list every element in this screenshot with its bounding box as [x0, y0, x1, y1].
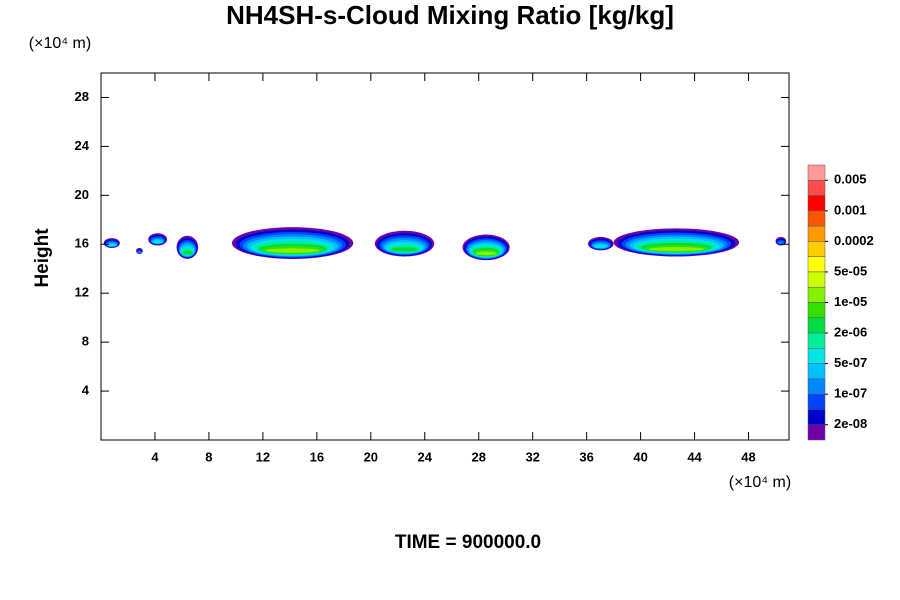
colorbar-box: [807, 332, 826, 349]
x-tick-label: 36: [579, 449, 593, 464]
x-tick-label: 8: [205, 449, 212, 464]
colorbar-box: [807, 210, 826, 227]
y-tick-label: 20: [75, 187, 89, 202]
colorbar-label: 1e-07: [834, 386, 867, 401]
x-unit-label: (×10⁴ m): [729, 474, 791, 491]
cloud-band: [182, 250, 193, 255]
colorbar-label: 0.0002: [834, 233, 874, 248]
y-tick-label: 12: [75, 285, 89, 300]
colorbar-box: [807, 378, 826, 395]
x-tick-label: 12: [256, 449, 270, 464]
x-tick-label: 44: [687, 449, 702, 464]
colorbar-box: [807, 409, 826, 425]
cloud-band: [152, 240, 163, 244]
x-tick-label: 24: [418, 449, 433, 464]
colorbar-box: [807, 256, 826, 273]
y-tick-label: 16: [75, 236, 89, 251]
colorbar-label: 2e-08: [834, 416, 867, 431]
footer: TIME = 900000.0: [395, 532, 541, 553]
x-tick-label: 20: [364, 449, 378, 464]
colorbar-box: [807, 317, 826, 334]
cloud-band: [648, 247, 705, 252]
cloud-band: [777, 241, 784, 245]
colorbar-box: [807, 195, 826, 212]
y-tick-label: 28: [75, 89, 89, 104]
colorbar-box: [807, 225, 826, 242]
colorbar-label: 0.005: [834, 172, 867, 187]
colorbar-box: [807, 286, 826, 303]
chart-title: NH4SH-s-Cloud Mixing Ratio [kg/kg]: [226, 0, 674, 30]
cloud-band: [265, 248, 320, 253]
cloud-band: [390, 247, 419, 252]
cloud-band: [137, 251, 142, 254]
y-tick-label: 24: [75, 138, 90, 153]
x-tick-label: 48: [741, 449, 755, 464]
x-tick-label: 4: [151, 449, 159, 464]
colorbar-box: [807, 393, 826, 410]
y-tick-label: 4: [82, 383, 90, 398]
plot-frame: [100, 72, 790, 441]
cloud-band: [594, 244, 608, 249]
colorbar-box: [807, 424, 826, 441]
cloud-band: [475, 251, 497, 256]
y-unit-label: (×10⁴ m): [29, 35, 91, 52]
colorbar-label: 5e-07: [834, 355, 867, 370]
cloud-band: [107, 243, 116, 247]
colorbar-box: [807, 241, 826, 257]
x-tick-label: 28: [471, 449, 485, 464]
colorbar-label: 0.001: [834, 202, 867, 217]
colorbar-box: [807, 302, 826, 319]
colorbar-box: [807, 271, 826, 288]
colorbar-label: 5e-05: [834, 263, 867, 278]
colorbar-box: [807, 348, 826, 364]
colorbar-label: 2e-06: [834, 324, 867, 339]
colorbar-box: [807, 180, 826, 196]
y-tick-label: 8: [82, 334, 89, 349]
y-axis-label: Height: [32, 228, 53, 288]
x-tick-label: 40: [633, 449, 647, 464]
x-tick-label: 16: [310, 449, 324, 464]
x-tick-label: 32: [525, 449, 539, 464]
colorbar-label: 1e-05: [834, 294, 867, 309]
colorbar-box: [807, 164, 826, 181]
colorbar-box: [807, 363, 826, 380]
